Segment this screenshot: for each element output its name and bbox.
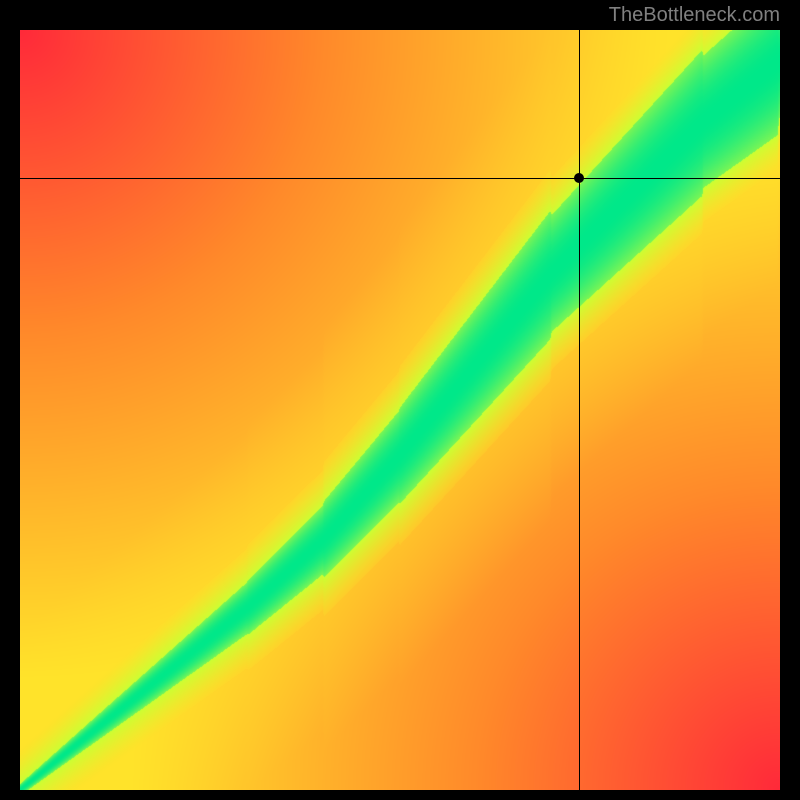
data-point-marker [574, 173, 584, 183]
crosshair-vertical [579, 30, 580, 790]
bottleneck-heatmap [20, 30, 780, 790]
heatmap-canvas [20, 30, 780, 790]
attribution-text: TheBottleneck.com [609, 4, 780, 27]
crosshair-horizontal [20, 178, 780, 179]
